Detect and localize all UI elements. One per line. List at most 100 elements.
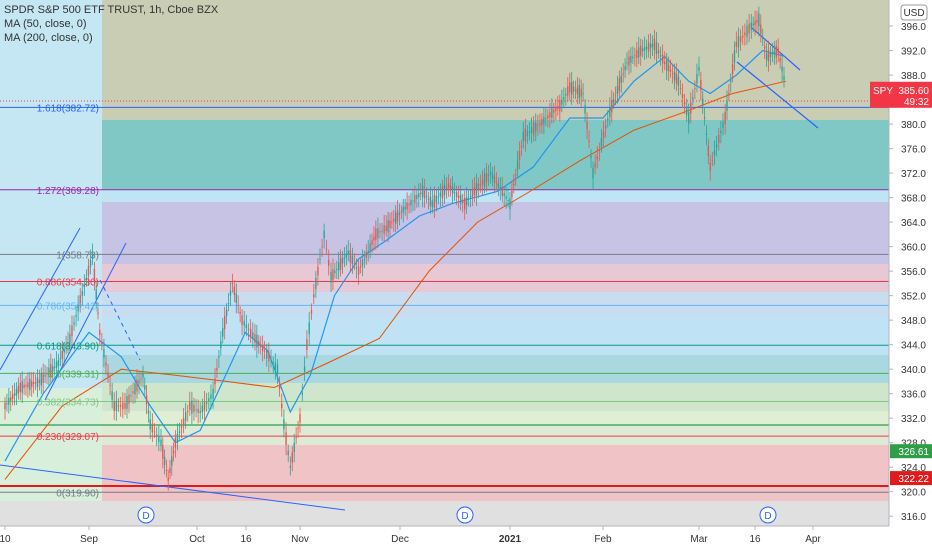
candle-body xyxy=(65,344,67,349)
candle-body xyxy=(55,361,58,369)
candle-body xyxy=(473,187,476,196)
candle-body xyxy=(323,230,325,239)
candle-body xyxy=(365,251,367,258)
dividend-marker-label: D xyxy=(764,511,771,522)
candle-body xyxy=(328,260,330,266)
candle-body xyxy=(509,197,511,210)
candle-body xyxy=(598,149,601,151)
candle-body xyxy=(511,190,513,198)
candle-body xyxy=(349,250,352,263)
candle-body xyxy=(659,55,662,57)
candle-body xyxy=(126,396,128,409)
candle-body xyxy=(626,62,628,64)
candle-body xyxy=(596,156,598,160)
candle-body xyxy=(163,456,166,466)
candle-body xyxy=(36,377,39,387)
candle-body xyxy=(180,426,183,428)
candle-body xyxy=(225,309,228,317)
candle-body xyxy=(111,391,113,400)
candle-body xyxy=(410,199,412,206)
candle-body xyxy=(165,470,168,472)
candle-body xyxy=(765,53,768,60)
candle-body xyxy=(707,145,710,156)
candle-body xyxy=(229,290,232,296)
candle-body xyxy=(479,184,482,186)
candle-body xyxy=(258,340,260,347)
candle-body xyxy=(81,291,83,296)
candle-body xyxy=(643,47,646,51)
candle-body xyxy=(15,388,18,396)
candle-body xyxy=(443,184,446,196)
candle-body xyxy=(586,121,588,129)
candle-body xyxy=(722,122,724,128)
candle-body xyxy=(44,375,46,377)
candle-body xyxy=(122,402,124,410)
candle-body xyxy=(700,79,702,91)
candle-body xyxy=(46,373,48,375)
candle-body xyxy=(6,403,8,405)
candle-body xyxy=(570,81,573,95)
candle-body xyxy=(513,183,515,186)
candle-body xyxy=(681,93,684,98)
candle-body xyxy=(61,350,63,359)
dividend-marker[interactable] xyxy=(137,506,155,524)
indicator-ma50[interactable]: MA (50, close, 0) xyxy=(4,18,87,30)
fib-level-label: 0.382(334.73) xyxy=(37,397,99,408)
axis-marker-badge xyxy=(890,471,932,486)
candle-body xyxy=(109,384,111,386)
candle-body xyxy=(87,266,90,276)
candle-body xyxy=(38,379,41,383)
fib-level-label: 1.272(369.28) xyxy=(37,186,99,197)
candle-body xyxy=(406,202,408,210)
candle-body xyxy=(371,240,373,245)
candle-body xyxy=(245,324,248,329)
candle-body xyxy=(293,443,295,453)
candle-body xyxy=(153,431,156,433)
candle-body xyxy=(580,88,582,97)
candle-body xyxy=(77,305,79,312)
candle-body xyxy=(231,282,234,284)
current-price-value: 385.60 xyxy=(898,86,929,97)
candle-body xyxy=(543,116,545,124)
candle-body xyxy=(330,271,332,283)
fib-level-label: 0.786(350.42) xyxy=(37,301,99,312)
candle-body xyxy=(321,246,323,248)
candle-body xyxy=(578,85,580,99)
candle-body xyxy=(347,250,349,255)
candle-body xyxy=(750,22,752,30)
candle-body xyxy=(742,35,744,38)
dividend-marker[interactable] xyxy=(456,506,474,524)
candle-body xyxy=(481,179,484,185)
candle-body xyxy=(665,60,668,71)
candle-body xyxy=(524,128,527,142)
candle-body xyxy=(445,186,448,189)
candle-body xyxy=(223,316,226,330)
candle-body xyxy=(272,362,274,364)
candle-body xyxy=(760,24,762,34)
candle-body xyxy=(567,86,569,96)
candle-body xyxy=(715,144,718,148)
candle-body xyxy=(115,401,118,411)
candle-body xyxy=(313,294,315,298)
candle-body xyxy=(614,95,617,97)
candle-body xyxy=(261,345,264,352)
candle-body xyxy=(636,50,638,58)
candle-body xyxy=(777,47,779,54)
dividend-marker-label: D xyxy=(142,511,149,522)
candle-body xyxy=(532,122,535,136)
candle-body xyxy=(208,398,210,402)
candle-body xyxy=(457,195,460,198)
dividend-marker[interactable] xyxy=(759,506,777,524)
indicator-ma200[interactable]: MA (200, close, 0) xyxy=(4,32,93,44)
y-tick-label: 360.0 xyxy=(901,243,926,254)
candle-body xyxy=(301,392,303,395)
candle-body xyxy=(8,397,10,405)
currency-button[interactable]: USD xyxy=(900,4,928,21)
candle-body xyxy=(590,156,592,159)
candle-body xyxy=(27,382,29,388)
candle-body xyxy=(53,366,56,368)
candle-body xyxy=(497,183,500,188)
bar-countdown: 49:32 xyxy=(904,97,929,108)
candle-body xyxy=(767,49,770,62)
